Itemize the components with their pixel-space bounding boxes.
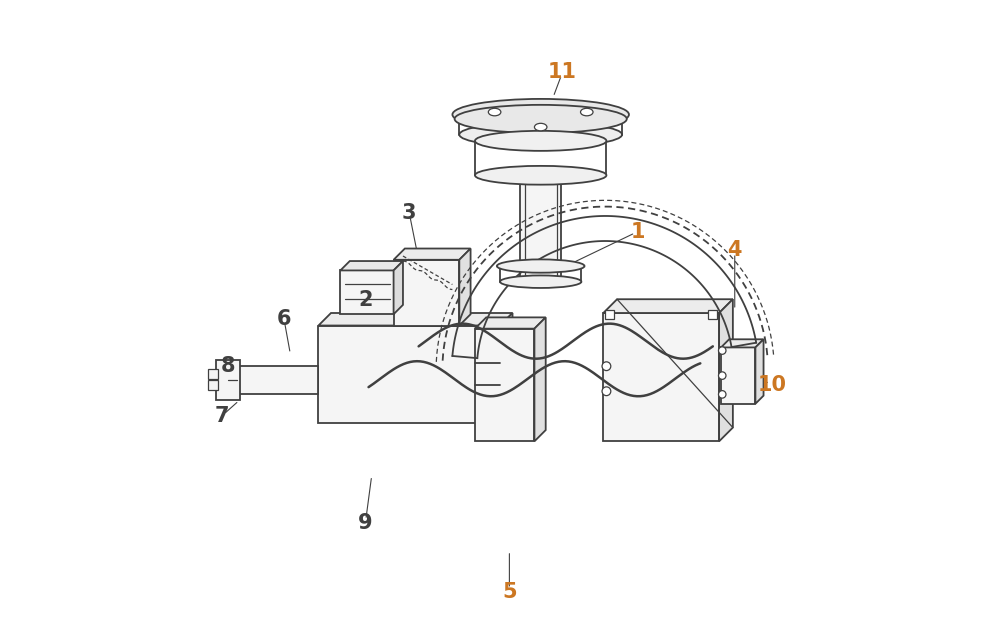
Polygon shape xyxy=(500,313,513,423)
Bar xyxy=(475,329,534,441)
Polygon shape xyxy=(755,339,764,404)
Bar xyxy=(603,313,719,441)
Polygon shape xyxy=(603,299,733,313)
Polygon shape xyxy=(534,317,546,441)
Bar xyxy=(394,260,459,326)
Text: 4: 4 xyxy=(728,240,742,260)
Text: 8: 8 xyxy=(220,356,235,376)
Bar xyxy=(475,363,500,385)
Ellipse shape xyxy=(534,123,547,131)
Circle shape xyxy=(718,372,726,379)
Text: 2: 2 xyxy=(358,290,373,310)
Bar xyxy=(237,366,318,394)
Text: 7: 7 xyxy=(214,406,229,426)
Text: 5: 5 xyxy=(502,582,517,602)
Text: 10: 10 xyxy=(758,375,787,395)
Text: 6: 6 xyxy=(277,309,291,329)
Polygon shape xyxy=(318,313,513,326)
Text: 3: 3 xyxy=(402,203,416,223)
Polygon shape xyxy=(394,249,471,260)
Ellipse shape xyxy=(497,259,585,273)
Polygon shape xyxy=(459,249,471,326)
Text: 9: 9 xyxy=(358,513,373,533)
Text: 1: 1 xyxy=(630,222,645,242)
Bar xyxy=(208,369,218,379)
Bar xyxy=(216,360,240,400)
Circle shape xyxy=(718,391,726,398)
Ellipse shape xyxy=(488,108,501,116)
Polygon shape xyxy=(721,339,764,347)
Polygon shape xyxy=(340,261,403,270)
Circle shape xyxy=(718,347,726,354)
Ellipse shape xyxy=(581,108,593,116)
Ellipse shape xyxy=(500,275,581,288)
Polygon shape xyxy=(719,299,733,441)
Bar xyxy=(340,270,394,314)
Bar xyxy=(318,326,500,423)
Ellipse shape xyxy=(475,166,606,185)
Circle shape xyxy=(602,362,611,371)
Bar xyxy=(520,175,561,282)
Text: 11: 11 xyxy=(548,62,577,82)
Polygon shape xyxy=(475,317,546,329)
Ellipse shape xyxy=(475,131,606,151)
Bar xyxy=(605,310,614,319)
Circle shape xyxy=(602,387,611,396)
Polygon shape xyxy=(394,261,403,314)
Ellipse shape xyxy=(459,122,622,147)
Ellipse shape xyxy=(455,105,627,133)
Bar xyxy=(721,347,755,404)
Ellipse shape xyxy=(452,99,629,130)
Bar xyxy=(208,381,218,391)
Bar xyxy=(708,310,717,319)
